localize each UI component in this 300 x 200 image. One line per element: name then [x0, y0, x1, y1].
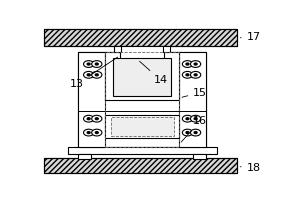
Circle shape [194, 132, 197, 134]
Bar [78, 52, 105, 147]
Circle shape [83, 129, 94, 136]
Circle shape [182, 71, 193, 78]
Bar [68, 147, 217, 154]
Bar [105, 52, 179, 100]
Bar [111, 117, 173, 136]
Circle shape [190, 129, 201, 136]
Circle shape [83, 115, 94, 122]
Circle shape [194, 118, 197, 120]
Text: 15: 15 [182, 88, 207, 98]
Bar [163, 46, 170, 52]
Bar [78, 52, 206, 147]
Circle shape [186, 132, 189, 134]
Circle shape [182, 61, 193, 67]
Circle shape [95, 74, 98, 76]
Text: 17: 17 [240, 32, 261, 42]
Circle shape [194, 63, 197, 65]
Circle shape [92, 71, 102, 78]
Circle shape [92, 129, 102, 136]
Text: 13: 13 [70, 57, 118, 89]
Circle shape [92, 115, 102, 122]
Circle shape [92, 61, 102, 67]
Circle shape [95, 132, 98, 134]
Bar [114, 46, 121, 52]
Bar [113, 58, 171, 96]
Bar [44, 29, 238, 46]
Bar [44, 158, 238, 173]
Bar [179, 52, 206, 147]
Circle shape [194, 74, 197, 76]
Circle shape [190, 71, 201, 78]
Bar [44, 29, 238, 46]
Circle shape [95, 118, 98, 120]
Text: 16: 16 [181, 116, 207, 142]
Circle shape [190, 115, 201, 122]
Circle shape [83, 61, 94, 67]
Text: 18: 18 [240, 163, 261, 173]
Bar [193, 154, 206, 159]
Circle shape [186, 118, 189, 120]
Circle shape [95, 63, 98, 65]
Circle shape [186, 63, 189, 65]
Text: 14: 14 [140, 61, 168, 85]
Circle shape [87, 118, 90, 120]
Circle shape [182, 129, 193, 136]
Circle shape [182, 115, 193, 122]
Circle shape [190, 61, 201, 67]
Bar [120, 46, 164, 59]
Circle shape [87, 132, 90, 134]
Circle shape [186, 74, 189, 76]
Bar [78, 154, 91, 159]
Circle shape [83, 71, 94, 78]
Bar [105, 115, 179, 138]
Circle shape [87, 74, 90, 76]
Bar [44, 158, 238, 173]
Circle shape [87, 63, 90, 65]
